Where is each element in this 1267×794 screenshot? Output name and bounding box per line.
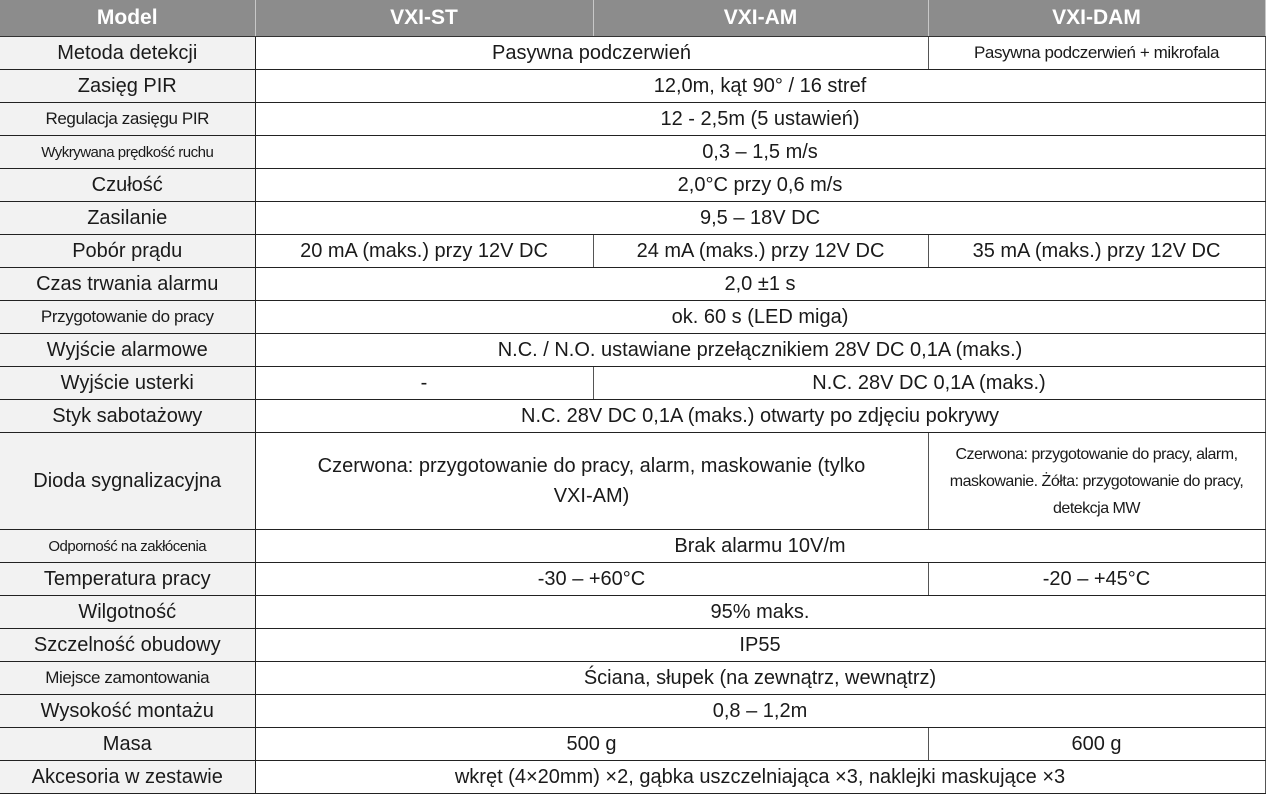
row-label: Zasięg PIR (0, 69, 256, 103)
table-row: Czułość 2,0°C przy 0,6 m/s (0, 168, 1266, 202)
table-row: Temperatura pracy -30 – +60°C -20 – +45°C (0, 562, 1266, 596)
table-row: Wyjście usterki - N.C. 28V DC 0,1A (maks.) (0, 366, 1266, 400)
value-cell: Czerwona: przygotowanie do pracy, alarm,… (255, 432, 929, 530)
spec-body: Metoda detekcji Pasywna podczerwień Pasywn… (0, 36, 1266, 794)
value-cell: Ściana, słupek (na zewnątrz, wewnątrz) (255, 661, 1266, 695)
table-row: Zasięg PIR 12,0m, kąt 90° / 16 stref (0, 69, 1266, 103)
table-row: Wykrywana prędkość ruchu 0,3 – 1,5 m/s (0, 135, 1266, 169)
value-cell: 2,0°C przy 0,6 m/s (255, 168, 1266, 202)
row-label: Pobór prądu (0, 234, 256, 268)
value-cell: - (255, 366, 594, 400)
value-cell: 600 g (928, 727, 1266, 761)
row-label: Temperatura pracy (0, 562, 256, 596)
table-row: Czas trwania alarmu 2,0 ±1 s (0, 267, 1266, 301)
value-cell: 12,0m, kąt 90° / 16 stref (255, 69, 1266, 103)
header-vxi-dam: VXI-DAM (928, 0, 1266, 37)
table-row: Regulacja zasięgu PIR 12 - 2,5m (5 ustawi… (0, 102, 1266, 136)
table-row: Szczelność obudowy IP55 (0, 628, 1266, 662)
row-label: Regulacja zasięgu PIR (0, 102, 256, 136)
row-label: Czas trwania alarmu (0, 267, 256, 301)
header-row: Model VXI-ST VXI-AM VXI-DAM (0, 0, 1266, 37)
row-label: Zasilanie (0, 201, 256, 235)
value-cell: 500 g (255, 727, 929, 761)
value-cell: N.C. / N.O. ustawiane przełącznikiem 28V… (255, 333, 1266, 367)
row-label: Masa (0, 727, 256, 761)
row-label: Przygotowanie do pracy (0, 300, 256, 334)
header-vxi-st: VXI-ST (255, 0, 594, 37)
table-row: Wysokość montażu 0,8 – 1,2m (0, 694, 1266, 728)
row-label: Odporność na zakłócenia (0, 529, 256, 563)
table-row: Wyjście alarmowe N.C. / N.O. ustawiane pr… (0, 333, 1266, 367)
table-row: Przygotowanie do pracy ok. 60 s (LED miga… (0, 300, 1266, 334)
table-row: Metoda detekcji Pasywna podczerwień Pasywn… (0, 36, 1266, 70)
header-vxi-am: VXI-AM (593, 0, 929, 37)
value-cell: Pasywna podczerwień (255, 36, 929, 70)
value-cell: 0,8 – 1,2m (255, 694, 1266, 728)
table-row: Styk sabotażowy N.C. 28V DC 0,1A (maks.) … (0, 399, 1266, 433)
value-cell: N.C. 28V DC 0,1A (maks.) otwarty po zdję… (255, 399, 1266, 433)
row-label: Wysokość montażu (0, 694, 256, 728)
value-cell: wkręt (4×20mm) ×2, gąbka uszczelniająca … (255, 760, 1266, 794)
value-cell: ok. 60 s (LED miga) (255, 300, 1266, 334)
row-label: Styk sabotażowy (0, 399, 256, 433)
value-cell: 35 mA (maks.) przy 12V DC (928, 234, 1266, 268)
value-cell: N.C. 28V DC 0,1A (maks.) (593, 366, 1266, 400)
value-cell: 12 - 2,5m (5 ustawień) (255, 102, 1266, 136)
table-row: Odporność na zakłócenia Brak alarmu 10V/m (0, 529, 1266, 563)
row-label: Miejsce zamontowania (0, 661, 256, 695)
value-cell: -20 – +45°C (928, 562, 1266, 596)
value-cell: Czerwona: przygotowanie do pracy, alarm,… (928, 432, 1266, 530)
value-cell: 24 mA (maks.) przy 12V DC (593, 234, 929, 268)
table-row: Wilgotność 95% maks. (0, 595, 1266, 629)
value-cell: 2,0 ±1 s (255, 267, 1266, 301)
value-cell: Brak alarmu 10V/m (255, 529, 1266, 563)
table-row: Miejsce zamontowania Ściana, słupek (na z… (0, 661, 1266, 695)
row-label: Dioda sygnalizacyjna (0, 432, 256, 530)
header-model: Model (0, 0, 256, 37)
value-cell: 9,5 – 18V DC (255, 201, 1266, 235)
table-row: Akcesoria w zestawie wkręt (4×20mm) ×2, g… (0, 760, 1266, 794)
table-row: Dioda sygnalizacyjna Czerwona: przygotowa… (0, 432, 1266, 530)
row-label: Czułość (0, 168, 256, 202)
value-cell: 0,3 – 1,5 m/s (255, 135, 1266, 169)
table-row: Zasilanie 9,5 – 18V DC (0, 201, 1266, 235)
table-row: Pobór prądu 20 mA (maks.) przy 12V DC 24 m… (0, 234, 1266, 268)
row-label: Akcesoria w zestawie (0, 760, 256, 794)
row-label: Wilgotność (0, 595, 256, 629)
row-label: Szczelność obudowy (0, 628, 256, 662)
value-cell: IP55 (255, 628, 1266, 662)
table-row: Masa 500 g 600 g (0, 727, 1266, 761)
value-cell: 20 mA (maks.) przy 12V DC (255, 234, 594, 268)
row-label: Metoda detekcji (0, 36, 256, 70)
value-cell: -30 – +60°C (255, 562, 929, 596)
row-label: Wykrywana prędkość ruchu (0, 135, 256, 169)
row-label: Wyjście alarmowe (0, 333, 256, 367)
value-cell: Pasywna podczerwień + mikrofala (928, 36, 1266, 70)
value-cell: 95% maks. (255, 595, 1266, 629)
row-label: Wyjście usterki (0, 366, 256, 400)
